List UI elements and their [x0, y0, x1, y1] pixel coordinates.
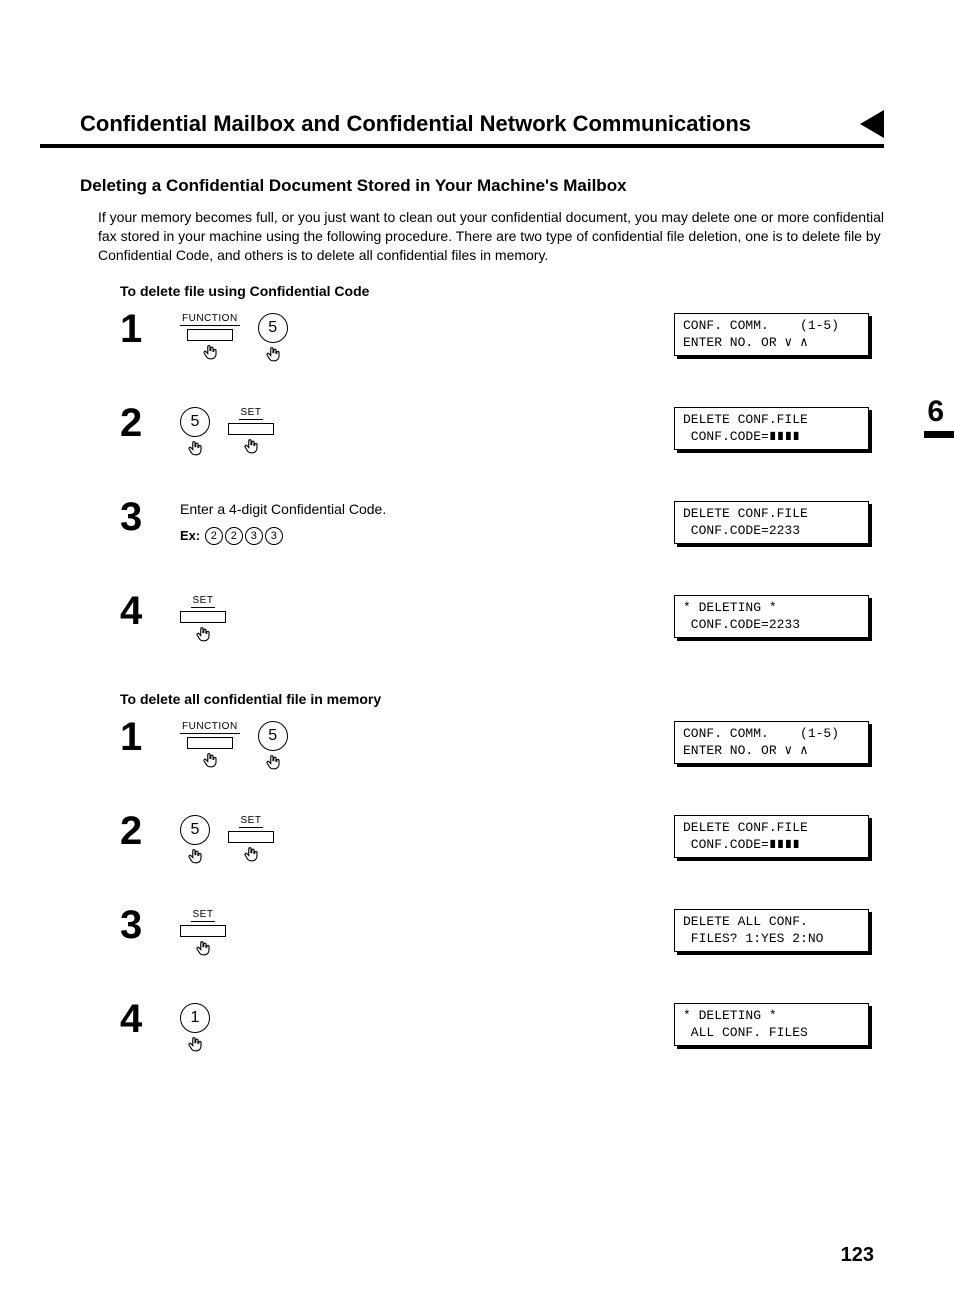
key-label: SET [239, 407, 264, 420]
press-hand-icon [242, 845, 260, 867]
step-body: 1 [180, 999, 674, 1057]
step-body: SET [180, 905, 674, 961]
key-label: SET [191, 909, 216, 922]
lcd-display: CONF. COMM. (1-5) ENTER NO. OR ∨ ∧ [674, 721, 869, 765]
example-digit: 3 [245, 527, 263, 545]
key-label: FUNCTION [180, 313, 240, 326]
press-hand-icon [186, 847, 204, 869]
key-sequence: 5 SET [180, 815, 674, 869]
page-title: Confidential Mailbox and Confidential Ne… [80, 111, 852, 137]
lcd-display: * DELETING * ALL CONF. FILES [674, 1003, 869, 1047]
digit-5-key: 5 [258, 721, 288, 775]
procedure-b-steps: 1FUNCTION5CONF. COMM. (1-5) ENTER NO. OR… [120, 717, 884, 1059]
intro-text: If your memory becomes full, or you just… [98, 208, 884, 265]
key-rect-icon [228, 423, 274, 435]
step-body: FUNCTION 5 [180, 717, 674, 775]
procedure-a-heading: To delete file using Confidential Code [120, 283, 884, 299]
chapter-tab: 6 [924, 395, 954, 438]
step-row: 1FUNCTION 5 CONF. COMM. (1-5) ENTER NO. OR… [120, 717, 884, 777]
step-body: FUNCTION 5 [180, 309, 674, 367]
press-hand-icon [186, 1035, 204, 1057]
lcd-display: * DELETING * CONF.CODE=2233 [674, 595, 869, 639]
step-number: 4 [120, 999, 180, 1039]
key-sequence: SET [180, 595, 674, 647]
set-key: SET [180, 909, 226, 961]
digit-1-key: 1 [180, 1003, 210, 1057]
step-row: 25 SET DELETE CONF.FILE CONF.CODE=∎∎∎∎ [120, 811, 884, 871]
step-row: 3 SET DELETE ALL CONF. FILES? 1:YES 2:NO [120, 905, 884, 965]
step-body: 5 SET [180, 403, 674, 461]
key-rect-icon [180, 611, 226, 623]
step-row: 25 SET DELETE CONF.FILE CONF.CODE=∎∎∎∎ [120, 403, 884, 463]
press-hand-icon [264, 345, 282, 367]
step-body: SET [180, 591, 674, 647]
set-key: SET [228, 407, 274, 459]
example-digit: 3 [265, 527, 283, 545]
press-hand-icon [186, 439, 204, 461]
key-sequence: 1 [180, 1003, 674, 1057]
key-circle-icon: 5 [258, 313, 288, 343]
step-number: 2 [120, 811, 180, 851]
lcd-display: DELETE CONF.FILE CONF.CODE=2233 [674, 501, 869, 545]
step-body: Enter a 4-digit Confidential Code. Ex: 22… [180, 497, 674, 545]
nav-triangle-icon [860, 110, 884, 138]
press-hand-icon [194, 939, 212, 961]
function-key: FUNCTION [180, 313, 240, 365]
press-hand-icon [264, 753, 282, 775]
key-rect-icon [187, 737, 233, 749]
lcd-display: CONF. COMM. (1-5) ENTER NO. OR ∨ ∧ [674, 313, 869, 357]
procedure-b-heading: To delete all confidential file in memor… [120, 691, 884, 707]
key-circle-icon: 5 [180, 815, 210, 845]
press-hand-icon [194, 625, 212, 647]
step-number: 3 [120, 905, 180, 945]
chapter-tab-bar [924, 431, 954, 438]
digit-5-key: 5 [258, 313, 288, 367]
key-circle-icon: 5 [180, 407, 210, 437]
press-hand-icon [201, 343, 219, 365]
press-hand-icon [201, 751, 219, 773]
key-label: FUNCTION [180, 721, 240, 734]
function-key: FUNCTION [180, 721, 240, 773]
set-key: SET [228, 815, 274, 867]
example-digit: 2 [205, 527, 223, 545]
step-body: 5 SET [180, 811, 674, 869]
key-sequence: FUNCTION 5 [180, 721, 674, 775]
key-label: SET [239, 815, 264, 828]
example-label: Ex: [180, 528, 204, 543]
key-sequence: FUNCTION 5 [180, 313, 674, 367]
key-rect-icon [228, 831, 274, 843]
step-number: 2 [120, 403, 180, 443]
key-circle-icon: 5 [258, 721, 288, 751]
lcd-display: DELETE CONF.FILE CONF.CODE=∎∎∎∎ [674, 407, 869, 451]
step-number: 1 [120, 309, 180, 349]
digit-5-key: 5 [180, 815, 210, 869]
step-number: 3 [120, 497, 180, 537]
procedure-a-steps: 1FUNCTION 5 CONF. COMM. (1-5) ENTER NO. OR… [120, 309, 884, 651]
section-heading: Deleting a Confidential Document Stored … [80, 176, 884, 196]
page-number: 123 [841, 1244, 874, 1267]
press-hand-icon [242, 437, 260, 459]
example-digit: 2 [225, 527, 243, 545]
step-row: 4 SET * DELETING * CONF.CODE=2233 [120, 591, 884, 651]
step-number: 1 [120, 717, 180, 757]
set-key: SET [180, 595, 226, 647]
key-sequence: 5 SET [180, 407, 674, 461]
key-sequence: SET [180, 909, 674, 961]
key-rect-icon [180, 925, 226, 937]
step-row: 1FUNCTION 5 CONF. COMM. (1-5) ENTER NO. OR… [120, 309, 884, 369]
key-label: SET [191, 595, 216, 608]
step-row: 41 * DELETING * ALL CONF. FILES [120, 999, 884, 1059]
lcd-display: DELETE ALL CONF. FILES? 1:YES 2:NO [674, 909, 869, 953]
step-number: 4 [120, 591, 180, 631]
example-row: Ex: 2233 [180, 527, 674, 545]
step-row: 3Enter a 4-digit Confidential Code.Ex: 2… [120, 497, 884, 557]
digit-5-key: 5 [180, 407, 210, 461]
key-rect-icon [187, 329, 233, 341]
step-instruction: Enter a 4-digit Confidential Code. [180, 501, 674, 517]
header-rule [40, 144, 884, 148]
lcd-display: DELETE CONF.FILE CONF.CODE=∎∎∎∎ [674, 815, 869, 859]
key-circle-icon: 1 [180, 1003, 210, 1033]
chapter-number: 6 [924, 395, 954, 429]
